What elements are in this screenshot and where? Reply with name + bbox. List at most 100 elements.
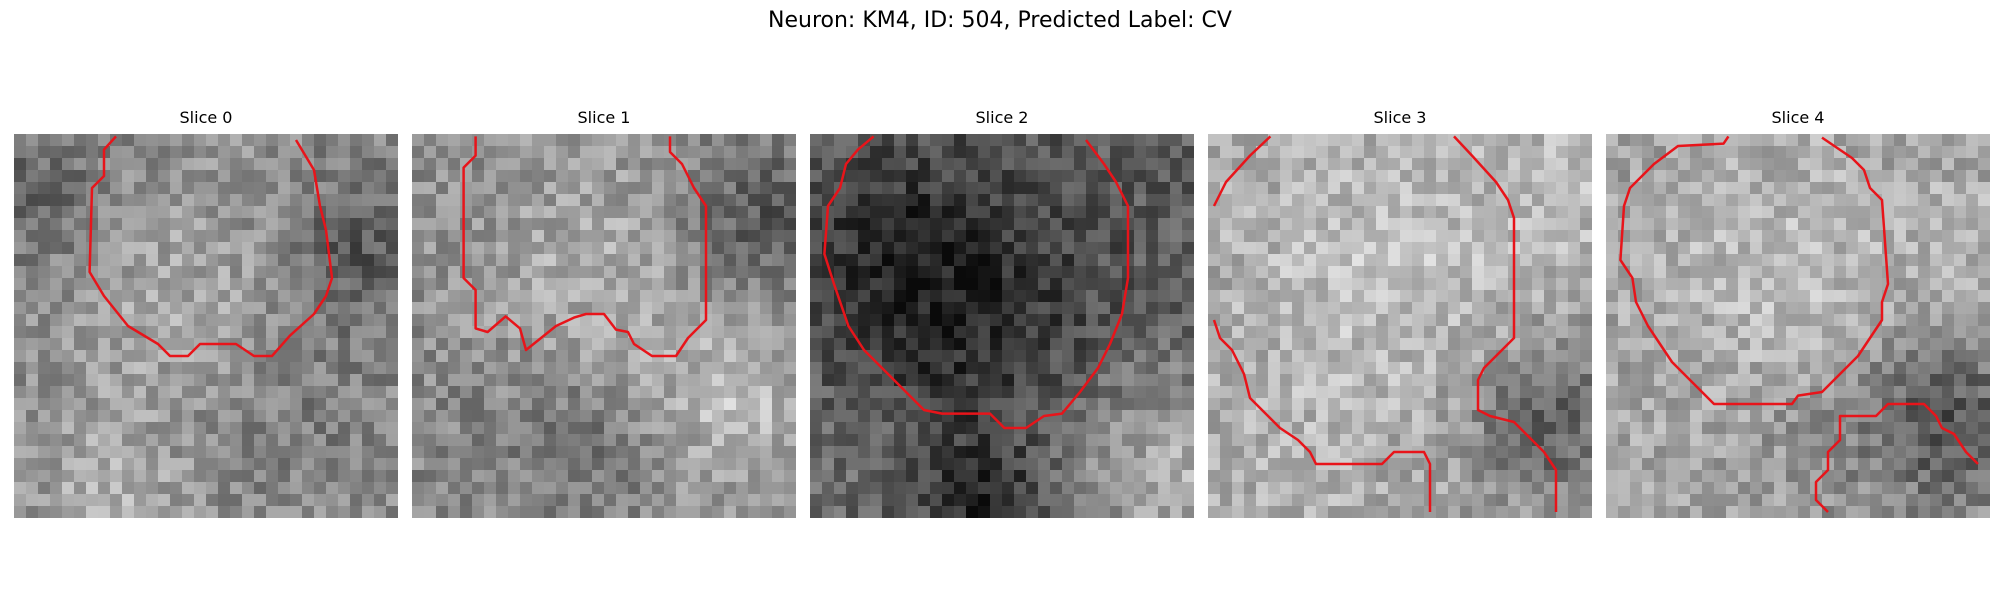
pixel: [1642, 422, 1655, 435]
pixel: [1822, 158, 1835, 171]
pixel: [1544, 302, 1557, 315]
pixel: [1352, 446, 1365, 459]
pixel: [544, 254, 557, 267]
pixel: [254, 422, 267, 435]
pixel: [74, 362, 87, 375]
pixel: [1292, 326, 1305, 339]
pixel: [772, 434, 785, 447]
pixel: [1882, 386, 1895, 399]
pixel: [134, 242, 147, 255]
pixel: [712, 158, 725, 171]
pixel: [1568, 374, 1581, 387]
pixel: [1376, 446, 1389, 459]
pixel: [760, 434, 773, 447]
pixel: [1978, 218, 1990, 231]
pixel: [1666, 326, 1679, 339]
pixel: [978, 242, 991, 255]
pixel: [882, 158, 895, 171]
pixel: [772, 410, 785, 423]
pixel: [412, 362, 425, 375]
pixel: [1520, 182, 1533, 195]
pixel: [1978, 326, 1990, 339]
pixel: [62, 194, 75, 207]
pixel: [1436, 302, 1449, 315]
pixel: [1618, 146, 1631, 159]
pixel: [1062, 434, 1075, 447]
pixel: [508, 206, 521, 219]
pixel: [990, 242, 1003, 255]
pixel: [1292, 278, 1305, 291]
pixel: [1280, 266, 1293, 279]
pixel: [580, 326, 593, 339]
pixel: [592, 182, 605, 195]
pixel: [676, 458, 689, 471]
pixel: [1484, 278, 1497, 291]
pixel: [146, 302, 159, 315]
pixel: [1702, 218, 1715, 231]
pixel: [1894, 338, 1907, 351]
pixel: [736, 446, 749, 459]
pixel: [1134, 446, 1147, 459]
pixel: [314, 158, 327, 171]
pixel: [1220, 146, 1233, 159]
pixel: [846, 458, 859, 471]
slice-image-3: [1208, 134, 1592, 518]
pixel: [424, 422, 437, 435]
pixel: [460, 266, 473, 279]
pixel: [38, 158, 51, 171]
pixel: [918, 446, 931, 459]
pixel: [266, 266, 279, 279]
pixel: [110, 386, 123, 399]
pixel: [1002, 458, 1015, 471]
pixel: [1208, 146, 1221, 159]
pixel: [1630, 146, 1643, 159]
pixel: [134, 374, 147, 387]
pixel: [736, 422, 749, 435]
pixel: [1316, 182, 1329, 195]
pixel: [1220, 278, 1233, 291]
pixel: [1954, 374, 1967, 387]
pixel: [1906, 206, 1919, 219]
pixel: [1388, 434, 1401, 447]
pixel: [760, 278, 773, 291]
pixel: [1304, 494, 1317, 507]
pixel: [1158, 314, 1171, 327]
pixel: [556, 194, 569, 207]
pixel: [1436, 194, 1449, 207]
pixel: [472, 218, 485, 231]
pixel: [846, 470, 859, 483]
pixel: [894, 218, 907, 231]
pixel: [1472, 350, 1485, 363]
pixel: [436, 482, 449, 495]
pixel: [1086, 470, 1099, 483]
pixel: [1930, 290, 1943, 303]
pixel: [1316, 398, 1329, 411]
pixel: [1774, 254, 1787, 267]
pixel: [846, 218, 859, 231]
pixel: [50, 374, 63, 387]
pixel: [1858, 362, 1871, 375]
pixel: [1304, 338, 1317, 351]
pixel: [26, 218, 39, 231]
pixel: [1882, 170, 1895, 183]
pixel: [1714, 170, 1727, 183]
pixel: [74, 254, 87, 267]
pixel: [1918, 314, 1931, 327]
pixel: [1822, 146, 1835, 159]
pixel: [206, 482, 219, 495]
pixel: [1822, 326, 1835, 339]
pixel: [1328, 254, 1341, 267]
pixel: [496, 266, 509, 279]
pixel: [74, 350, 87, 363]
segmentation-contour: [462, 136, 708, 358]
pixel: [362, 278, 375, 291]
pixel: [1304, 182, 1317, 195]
pixel: [1182, 470, 1194, 483]
pixel: [26, 326, 39, 339]
pixel: [1930, 326, 1943, 339]
pixel: [1400, 470, 1413, 483]
pixel: [14, 278, 27, 291]
pixel: [954, 266, 967, 279]
pixel: [1134, 434, 1147, 447]
pixel: [26, 170, 39, 183]
